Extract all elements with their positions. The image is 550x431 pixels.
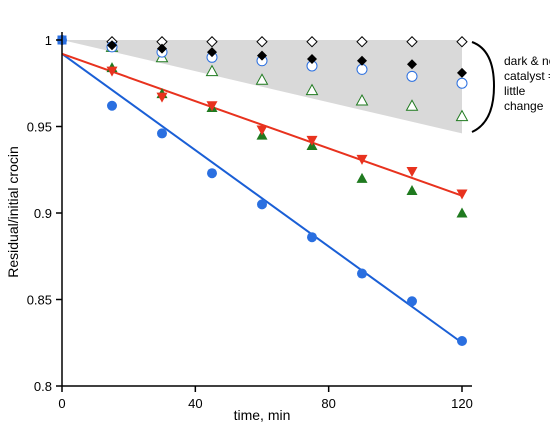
- data-point: [406, 185, 418, 196]
- data-point: [207, 47, 217, 58]
- data-point: [257, 199, 267, 210]
- data-point: [257, 50, 267, 61]
- data-point: [157, 128, 167, 139]
- data-point: [407, 296, 417, 307]
- data-point: [357, 268, 367, 279]
- data-point: [457, 336, 467, 347]
- data-point: [455, 109, 469, 122]
- data-point: [406, 36, 418, 48]
- fit-line: [61, 52, 463, 197]
- data-point: [205, 64, 219, 77]
- data-point: [457, 67, 467, 78]
- annotation-bracket: [471, 41, 496, 133]
- data-point: [356, 172, 368, 183]
- data-point: [356, 63, 368, 75]
- data-point: [456, 207, 468, 218]
- data-point: [456, 189, 468, 200]
- y-tick-label: 0.8: [34, 379, 52, 394]
- fit-lines-layer: [61, 52, 463, 344]
- data-point: [206, 36, 218, 48]
- data-point: [407, 59, 417, 70]
- data-point: [306, 135, 318, 146]
- data-point: [306, 36, 318, 48]
- annotation-line-3: little: [504, 84, 526, 98]
- x-tick-label: 120: [451, 396, 473, 411]
- data-point: [307, 232, 317, 243]
- x-tick-label: 0: [58, 396, 65, 411]
- data-point: [357, 55, 367, 66]
- data-point: [307, 54, 317, 65]
- data-point: [106, 66, 118, 77]
- annotation: dark & no catalyst = little change: [471, 41, 550, 133]
- x-axis-label: time, min: [234, 407, 291, 423]
- data-point: [356, 154, 368, 165]
- data-point: [356, 36, 368, 48]
- data-point: [156, 92, 168, 103]
- data-point: [206, 101, 218, 112]
- points-layer: [57, 35, 469, 347]
- data-point: [107, 100, 117, 111]
- annotation-line-2: catalyst =: [504, 69, 550, 83]
- data-point: [256, 125, 268, 136]
- data-point: [456, 36, 468, 48]
- data-point: [305, 83, 319, 96]
- data-point: [107, 40, 117, 51]
- data-point: [406, 166, 418, 177]
- y-axis-label: Residual/initial crocin: [5, 146, 21, 278]
- data-point: [406, 70, 418, 82]
- ticks-layer: 0 40 80 120 0.8 0.85 0.9 0.95 1: [27, 33, 473, 411]
- y-tick-label: 1: [45, 33, 52, 48]
- y-tick-label: 0.9: [34, 206, 52, 221]
- x-tick-label: 80: [321, 396, 335, 411]
- axes: [61, 32, 472, 387]
- data-point: [255, 73, 269, 85]
- y-tick-label: 0.95: [27, 120, 52, 135]
- x-tick-label: 40: [188, 396, 202, 411]
- data-point: [405, 99, 419, 111]
- data-point: [256, 36, 268, 48]
- data-point: [207, 168, 217, 179]
- y-tick-label: 0.85: [27, 293, 52, 308]
- data-point: [456, 77, 468, 89]
- fit-line: [61, 53, 463, 344]
- data-point: [355, 94, 369, 106]
- data-point: [157, 43, 167, 54]
- annotation-line-1: dark & no: [504, 54, 550, 68]
- annotation-line-4: change: [504, 99, 544, 113]
